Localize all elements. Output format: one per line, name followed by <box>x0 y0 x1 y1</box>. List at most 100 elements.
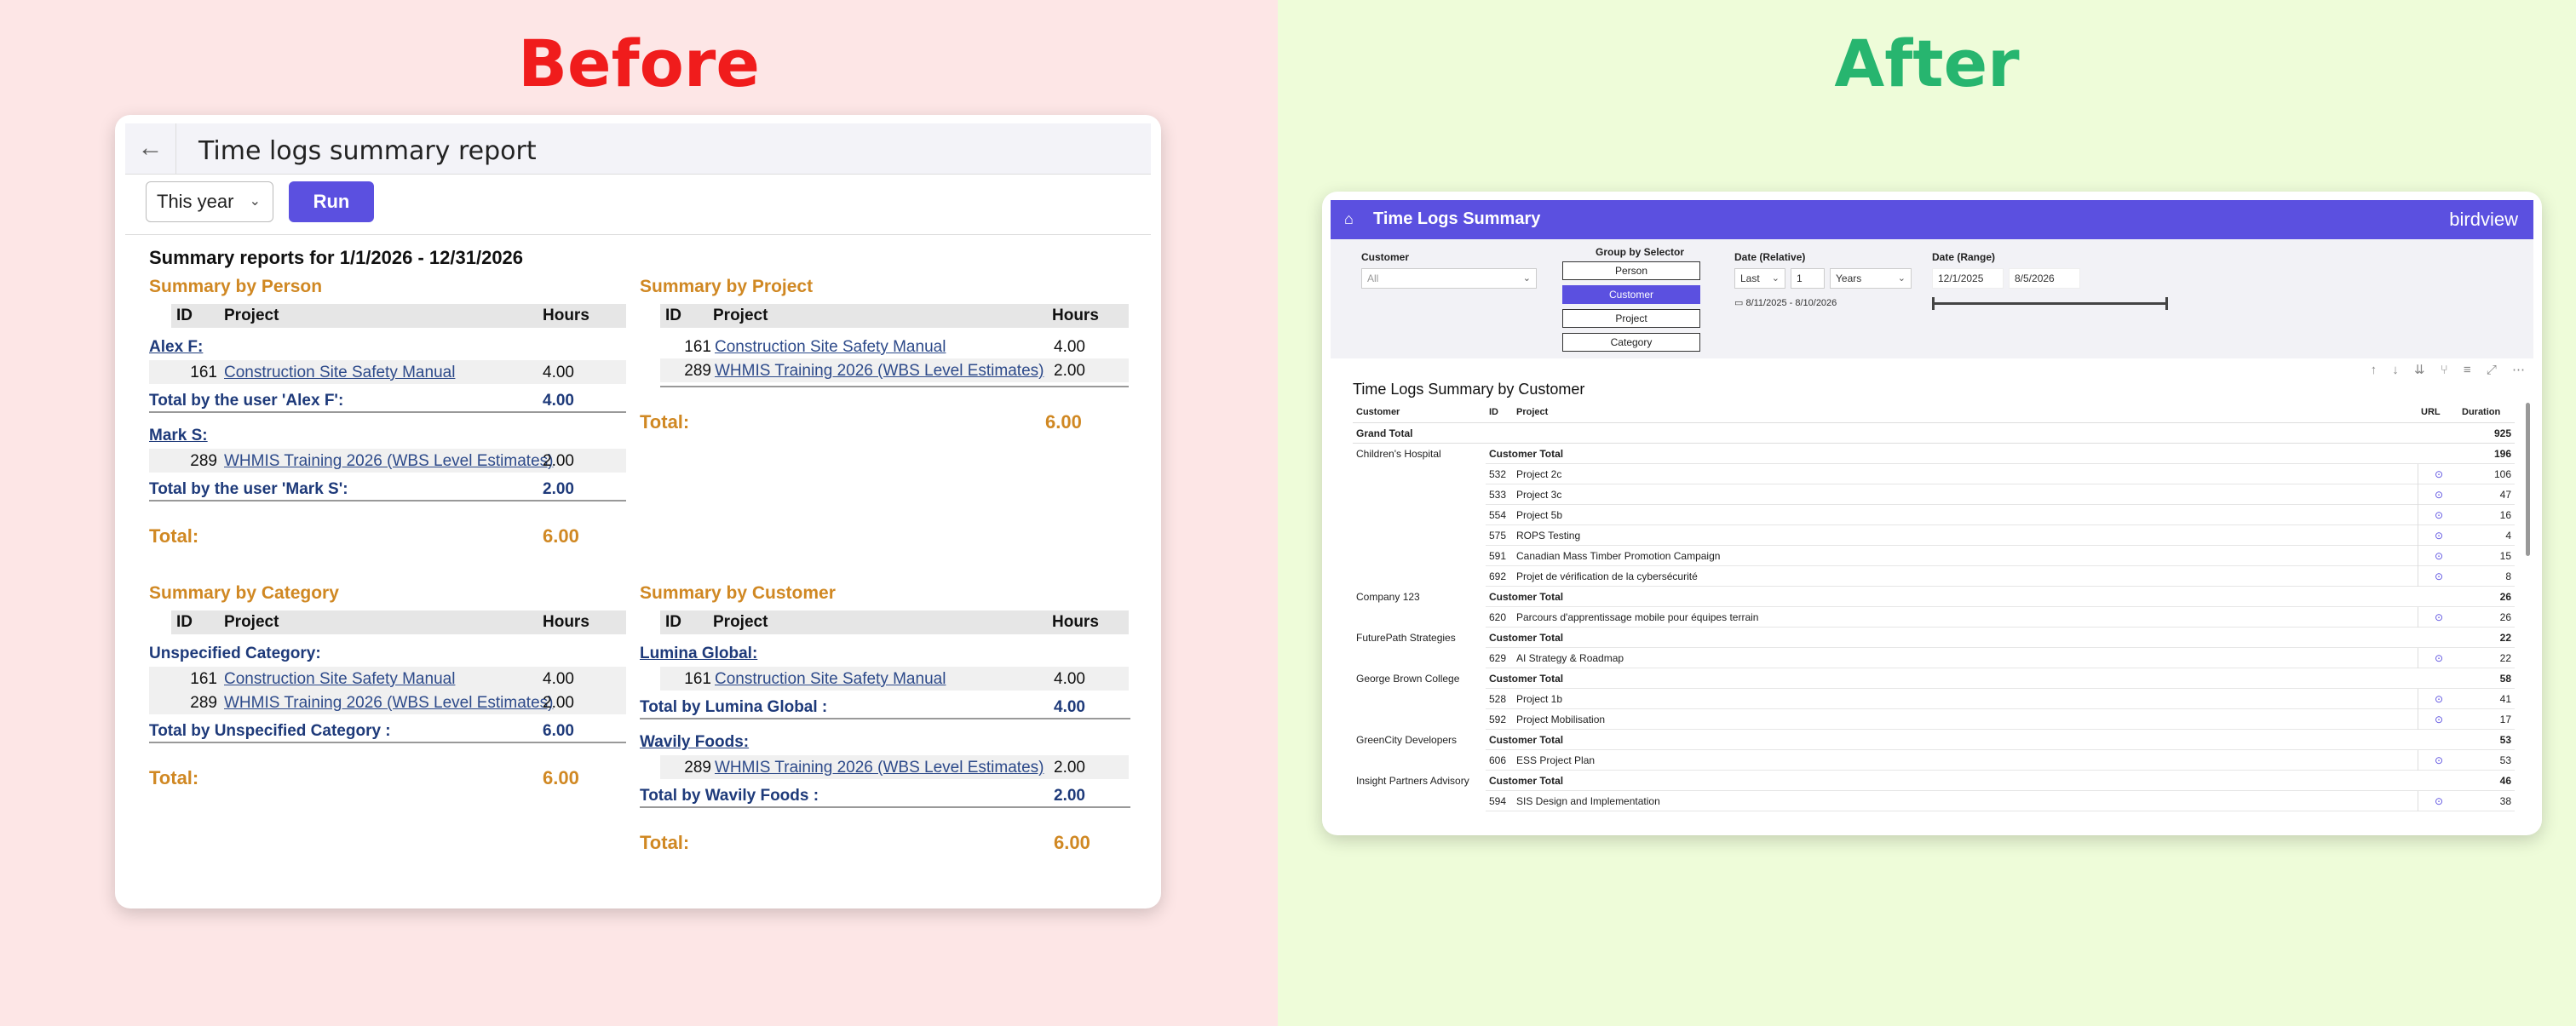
row-hours: 2.00 <box>1054 362 1085 380</box>
row-id: 289 <box>190 452 217 470</box>
filter-panel: Customer All ⌄ Group by Selector Person … <box>1331 239 2533 358</box>
customer-total-row: FuturePath Strategies Customer Total 22 <box>1353 628 2515 648</box>
project-id: 620 <box>1489 611 1507 623</box>
customer-group-label[interactable]: Wavily Foods: <box>640 733 750 751</box>
row-hours: 2.00 <box>543 452 574 470</box>
link-icon[interactable]: ⊙ <box>2435 714 2444 725</box>
customer-name: GreenCity Developers <box>1356 734 1458 746</box>
duration-value: 53 <box>2499 754 2511 766</box>
subtotal-label: Total by Unspecified Category : <box>149 722 391 740</box>
person-group-label[interactable]: Mark S: <box>149 427 208 444</box>
customer-total-value: 22 <box>2499 632 2511 644</box>
date-relative-unit-value: Years <box>1836 272 1862 284</box>
col-project[interactable]: Project <box>1516 407 1549 417</box>
back-arrow-icon[interactable]: ← <box>125 123 176 175</box>
project-link[interactable]: Construction Site Safety Manual <box>715 670 946 688</box>
link-icon[interactable]: ⊙ <box>2435 468 2444 480</box>
hierarchy-icon[interactable]: ⑂ <box>2440 363 2448 377</box>
table-row: 289 WHMIS Training 2026 (WBS Level Estim… <box>660 358 1129 382</box>
link-icon[interactable]: ⊙ <box>2435 795 2444 807</box>
col-customer[interactable]: Customer <box>1356 407 1400 417</box>
total-value: 6.00 <box>1045 411 1082 433</box>
link-icon[interactable]: ⊙ <box>2435 693 2444 705</box>
date-range-slider[interactable] <box>1934 302 2167 305</box>
link-icon[interactable]: ⊙ <box>2435 509 2444 521</box>
home-icon[interactable]: ⌂ <box>1344 210 1354 227</box>
date-relative-label: Date (Relative) <box>1734 251 1806 263</box>
project-name: Project 2c <box>1516 468 1562 480</box>
slider-handle-end[interactable] <box>2165 297 2168 310</box>
col-hours: Hours <box>543 613 589 631</box>
project-name: Canadian Mass Timber Promotion Campaign <box>1516 550 1721 562</box>
link-icon[interactable]: ⊙ <box>2435 570 2444 582</box>
report-header: ← Time logs summary report <box>125 123 1151 175</box>
link-icon[interactable]: ⊙ <box>2435 530 2444 542</box>
col-id: ID <box>176 307 193 324</box>
customer-filter-select[interactable]: All ⌄ <box>1361 268 1537 289</box>
project-link[interactable]: Construction Site Safety Manual <box>715 338 946 356</box>
link-icon[interactable]: ⊙ <box>2435 611 2444 623</box>
date-range-to[interactable]: 8/5/2026 <box>2009 268 2080 289</box>
group-option-customer[interactable]: Customer <box>1562 285 1700 304</box>
project-name: ESS Project Plan <box>1516 754 1596 766</box>
customer-total-value: 46 <box>2499 775 2511 787</box>
row-id: 161 <box>684 670 711 688</box>
expand-all-icon[interactable]: ⇊ <box>2413 363 2425 377</box>
table-header: Customer ID Project URL Duration <box>1353 403 2515 423</box>
link-icon[interactable]: ⊙ <box>2435 550 2444 562</box>
table-row: 606 ESS Project Plan ⊙ 53 <box>1353 750 2515 771</box>
sort-down-icon[interactable]: ↓ <box>2392 363 2399 377</box>
date-relative-unit[interactable]: Years ⌄ <box>1830 268 1912 289</box>
filter-icon[interactable]: ≡ <box>2463 363 2471 377</box>
date-range-label: Date (Range) <box>1932 251 1996 263</box>
group-option-category[interactable]: Category <box>1562 333 1700 352</box>
date-range-from[interactable]: 12/1/2025 <box>1932 268 2004 289</box>
link-icon[interactable]: ⊙ <box>2435 754 2444 766</box>
customer-group-label[interactable]: Lumina Global: <box>640 645 758 662</box>
summary-by-customer: Summary by Customer ID Project Hours Lum… <box>640 583 1130 859</box>
person-group-label[interactable]: Alex F: <box>149 338 204 356</box>
col-url[interactable]: URL <box>2421 407 2441 417</box>
row-hours: 4.00 <box>543 364 574 381</box>
table-row: 533 Project 3c ⊙ 47 <box>1353 484 2515 505</box>
run-button[interactable]: Run <box>289 181 374 222</box>
date-relative-count[interactable]: 1 <box>1791 268 1825 289</box>
col-id[interactable]: ID <box>1489 407 1498 417</box>
row-divider <box>1486 545 2515 546</box>
col-duration[interactable]: Duration <box>2462 407 2501 417</box>
divider <box>125 234 1151 235</box>
sort-up-icon[interactable]: ↑ <box>2370 363 2378 377</box>
customer-total-row: Insight Partners Advisory Customer Total 4… <box>1353 771 2515 791</box>
table-row: 289 WHMIS Training 2026 (WBS Level Estim… <box>660 755 1129 779</box>
project-link[interactable]: Construction Site Safety Manual <box>224 364 456 381</box>
project-link[interactable]: Construction Site Safety Manual <box>224 670 456 688</box>
group-option-project[interactable]: Project <box>1562 309 1700 328</box>
link-icon[interactable]: ⊙ <box>2435 489 2444 501</box>
row-id: 289 <box>684 759 711 777</box>
vertical-scrollbar[interactable] <box>2526 403 2530 556</box>
period-select[interactable]: This year ⌄ <box>146 181 273 222</box>
group-option-person[interactable]: Person <box>1562 261 1700 280</box>
slider-handle-start[interactable] <box>1932 297 1935 310</box>
before-report-window: ← Time logs summary report This year ⌄ R… <box>115 115 1161 908</box>
project-link[interactable]: WHMIS Training 2026 (WBS Level Estimates… <box>715 759 1044 777</box>
date-relative-mode[interactable]: Last ⌄ <box>1734 268 1785 289</box>
table-row: 528 Project 1b ⊙ 41 <box>1353 689 2515 709</box>
duration-value: 41 <box>2499 693 2511 705</box>
duration-value: 38 <box>2499 795 2511 807</box>
row-divider <box>1486 790 2515 791</box>
focus-mode-icon[interactable]: ⤢ <box>2486 363 2497 377</box>
project-name: AI Strategy & Roadmap <box>1516 652 1624 664</box>
more-options-icon[interactable]: ⋯ <box>2512 363 2525 377</box>
row-divider <box>1486 463 2515 464</box>
project-link[interactable]: WHMIS Training 2026 (WBS Level Estimates… <box>715 362 1044 380</box>
section-total: Total: 6.00 <box>149 519 626 553</box>
project-link[interactable]: WHMIS Training 2026 (WBS Level Estimates… <box>224 452 554 470</box>
date-relative-mode-value: Last <box>1740 272 1760 284</box>
project-link[interactable]: WHMIS Training 2026 (WBS Level Estimates… <box>224 694 554 712</box>
duration-value: 47 <box>2499 489 2511 501</box>
chevron-down-icon: ⌄ <box>1522 273 1531 284</box>
customer-total-row: Children's Hospital Customer Total 196 <box>1353 444 2515 464</box>
project-id: 606 <box>1489 754 1507 766</box>
link-icon[interactable]: ⊙ <box>2435 652 2444 664</box>
